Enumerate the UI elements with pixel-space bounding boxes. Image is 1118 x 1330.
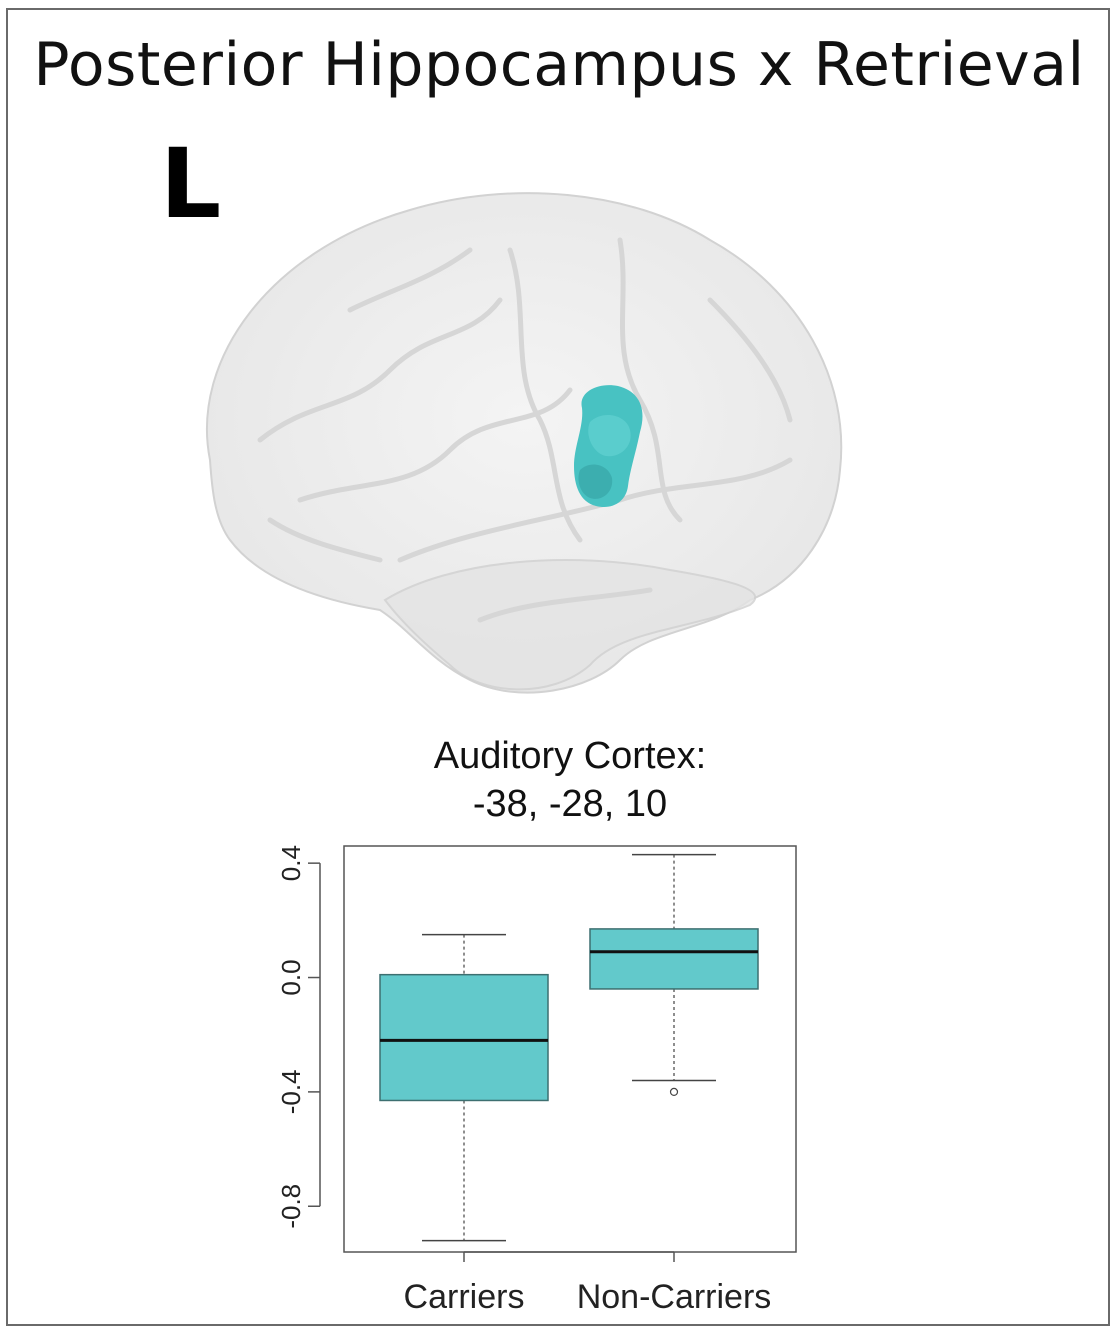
x-tick-label: Non-Carriers xyxy=(577,1278,772,1316)
y-tick-label: 0.0 xyxy=(276,959,306,995)
y-tick-label: 0.4 xyxy=(276,845,306,881)
brain-render xyxy=(205,192,843,694)
x-axis: Carriers Non-Carriers xyxy=(404,1251,772,1316)
hemisphere-label: L xyxy=(160,128,222,240)
region-coordinates: -38, -28, 10 xyxy=(472,783,668,825)
brain-cortex-outline xyxy=(205,192,843,694)
y-axis: -0.8 -0.4 0.0 0.4 xyxy=(276,845,321,1229)
box-non-carriers xyxy=(589,928,759,990)
box-carriers xyxy=(379,973,549,1102)
brain-sulci xyxy=(257,237,793,623)
y-tick-label: -0.8 xyxy=(276,1184,306,1229)
box-series xyxy=(379,853,759,1242)
auditory-cortex-region xyxy=(574,385,643,508)
y-tick-label: -0.4 xyxy=(276,1069,306,1114)
x-tick-label: Carriers xyxy=(404,1278,525,1316)
region-name: Auditory Cortex: xyxy=(433,735,707,777)
brain-temporal-lobe xyxy=(383,559,757,691)
figure-title: Posterior Hippocampus x Retrieval xyxy=(33,30,1085,100)
outlier-point xyxy=(669,1087,679,1096)
